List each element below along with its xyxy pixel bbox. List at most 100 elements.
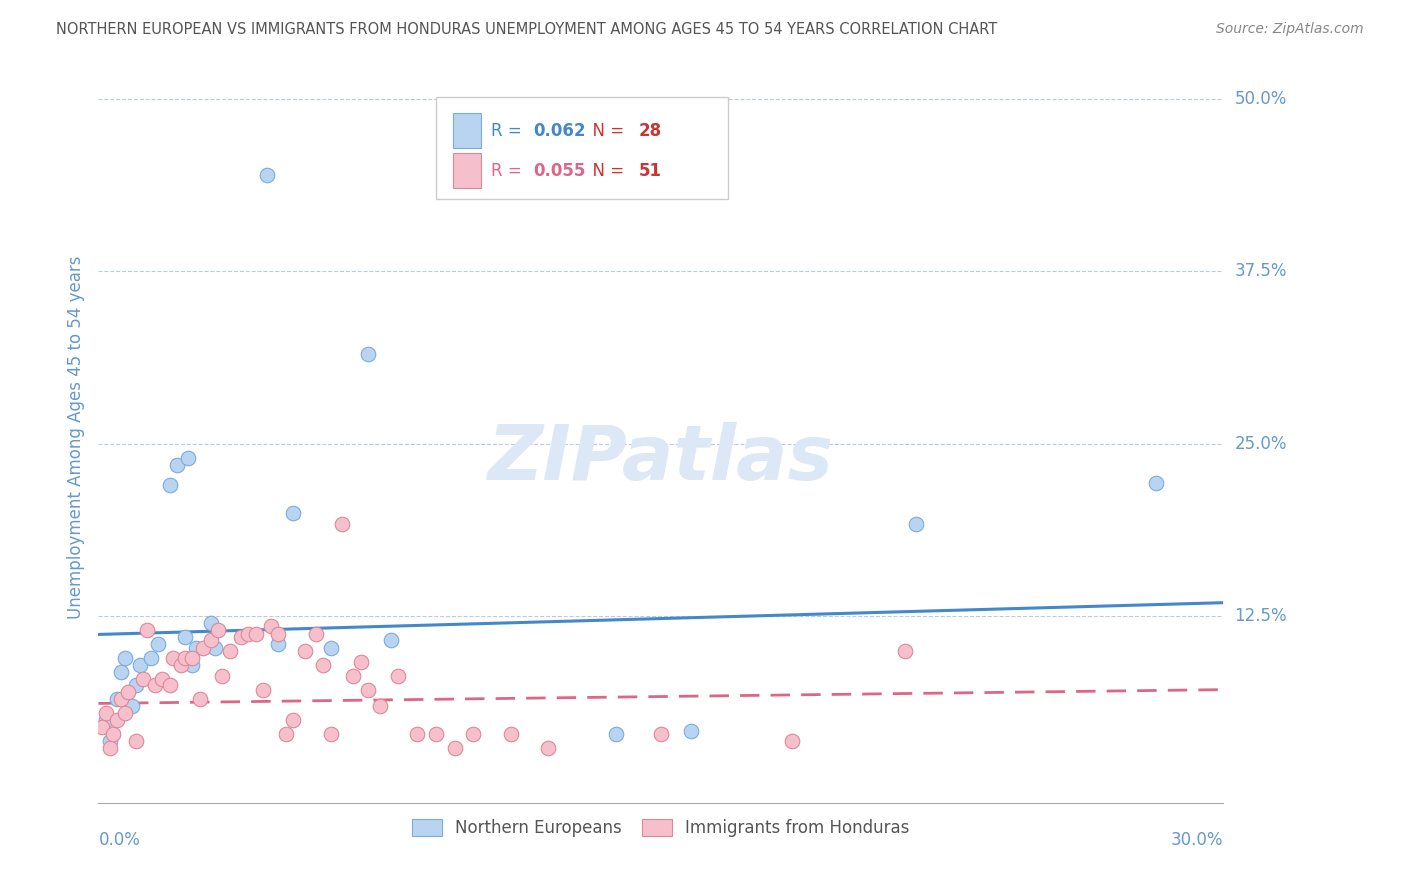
Point: [200, 616, 222, 631]
Text: 0.055: 0.055: [534, 161, 586, 180]
Text: N =: N =: [582, 121, 630, 140]
Point: [105, 713, 128, 727]
Point: [679, 724, 702, 739]
Text: 50.0%: 50.0%: [1234, 90, 1286, 108]
Text: 28: 28: [638, 121, 661, 140]
Point: [150, 672, 173, 686]
Point: [94, 706, 117, 720]
Point: [121, 699, 143, 714]
Point: [204, 641, 226, 656]
Point: [110, 692, 132, 706]
Point: [537, 740, 560, 755]
Point: [166, 458, 188, 472]
Point: [110, 665, 132, 679]
Point: [342, 669, 364, 683]
Point: [357, 682, 380, 697]
Point: [319, 727, 342, 741]
Point: [283, 713, 305, 727]
Point: [245, 627, 267, 641]
Point: [170, 657, 193, 672]
Point: [312, 657, 335, 672]
Point: [143, 678, 166, 692]
Point: [1144, 475, 1167, 490]
Point: [229, 630, 252, 644]
Point: [256, 168, 278, 182]
Point: [267, 627, 290, 641]
Text: N =: N =: [582, 161, 630, 180]
Point: [207, 624, 229, 638]
Point: [294, 644, 316, 658]
FancyBboxPatch shape: [436, 97, 728, 200]
Point: [274, 727, 297, 741]
Point: [159, 478, 181, 492]
Point: [305, 627, 328, 641]
Point: [193, 641, 215, 656]
Point: [136, 624, 159, 638]
Point: [443, 740, 465, 755]
Point: [173, 651, 195, 665]
Point: [103, 727, 125, 741]
Point: [177, 450, 200, 465]
Bar: [453, 153, 481, 188]
Text: 0.0%: 0.0%: [98, 830, 141, 848]
Point: [132, 672, 155, 686]
Point: [94, 713, 117, 727]
Text: R =: R =: [491, 121, 527, 140]
Text: Source: ZipAtlas.com: Source: ZipAtlas.com: [1216, 22, 1364, 37]
Text: 25.0%: 25.0%: [1234, 435, 1286, 453]
Point: [893, 644, 915, 658]
Point: [114, 706, 136, 720]
Point: [105, 692, 128, 706]
Legend: Northern Europeans, Immigrants from Honduras: Northern Europeans, Immigrants from Hond…: [404, 811, 918, 846]
Text: 30.0%: 30.0%: [1171, 830, 1223, 848]
Point: [499, 727, 522, 741]
Point: [605, 727, 627, 741]
Point: [780, 733, 803, 747]
Point: [260, 619, 283, 633]
Y-axis label: Unemployment Among Ages 45 to 54 years: Unemployment Among Ages 45 to 54 years: [66, 255, 84, 619]
Point: [125, 678, 148, 692]
Point: [283, 506, 305, 520]
Point: [904, 516, 927, 531]
Text: R =: R =: [491, 161, 527, 180]
Point: [357, 347, 380, 361]
Point: [117, 685, 139, 699]
Point: [425, 727, 447, 741]
Point: [184, 641, 207, 656]
Point: [330, 516, 353, 531]
Point: [128, 657, 150, 672]
Point: [148, 637, 170, 651]
Point: [267, 637, 290, 651]
Point: [380, 632, 402, 647]
Text: 51: 51: [638, 161, 661, 180]
Point: [159, 678, 181, 692]
Point: [211, 669, 233, 683]
Point: [125, 733, 148, 747]
Bar: [453, 113, 481, 148]
Point: [368, 699, 391, 714]
Point: [173, 630, 195, 644]
Text: 37.5%: 37.5%: [1234, 262, 1286, 280]
Point: [181, 657, 204, 672]
Point: [252, 682, 274, 697]
Text: 12.5%: 12.5%: [1234, 607, 1286, 625]
Point: [139, 651, 162, 665]
Point: [650, 727, 672, 741]
Text: 0.062: 0.062: [534, 121, 586, 140]
Point: [218, 644, 240, 658]
Point: [162, 651, 184, 665]
Point: [181, 651, 204, 665]
Point: [91, 720, 114, 734]
Point: [98, 733, 121, 747]
Point: [114, 651, 136, 665]
Point: [238, 627, 260, 641]
Point: [188, 692, 211, 706]
Point: [387, 669, 409, 683]
Point: [350, 655, 373, 669]
Point: [98, 740, 121, 755]
Text: ZIPatlas: ZIPatlas: [488, 422, 834, 496]
Point: [200, 632, 222, 647]
Point: [319, 641, 342, 656]
Text: NORTHERN EUROPEAN VS IMMIGRANTS FROM HONDURAS UNEMPLOYMENT AMONG AGES 45 TO 54 Y: NORTHERN EUROPEAN VS IMMIGRANTS FROM HON…: [56, 22, 997, 37]
Point: [406, 727, 429, 741]
